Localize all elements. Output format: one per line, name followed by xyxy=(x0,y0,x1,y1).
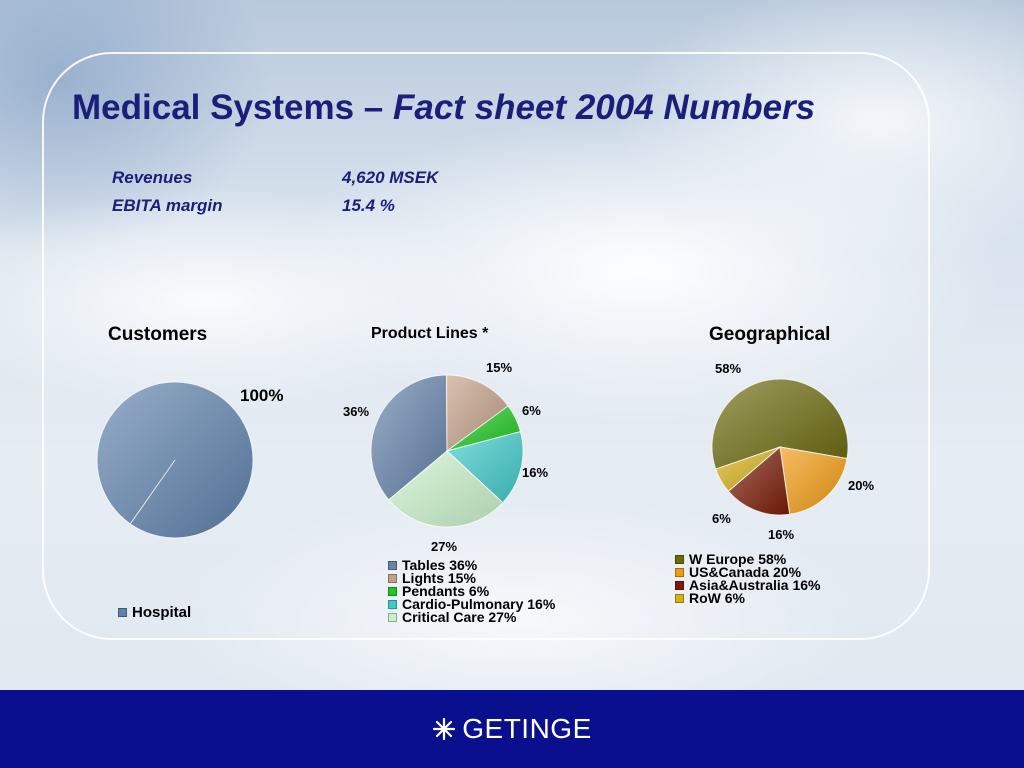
customers-pie-chart xyxy=(96,381,254,539)
pie-slice-us-canada xyxy=(779,446,848,515)
legend-label: US&Canada 20% xyxy=(689,564,802,580)
product-slice-label-critical-care: 27% xyxy=(431,539,458,554)
legend-swatch xyxy=(118,608,127,617)
legend-item-row: RoW 6% xyxy=(675,590,821,606)
legend-item-w-europe: W Europe 58% xyxy=(675,551,821,567)
geographical-pie-chart xyxy=(711,378,849,516)
legend-swatch xyxy=(388,561,397,570)
footer-bar: GETINGE xyxy=(0,690,1024,768)
legend-swatch xyxy=(388,613,397,622)
pie-slice-w-europe xyxy=(711,378,849,470)
snowflake-asterisk-icon xyxy=(433,717,456,741)
legend-label: Critical Care 27% xyxy=(402,609,517,625)
legend-label: Asia&Australia 16% xyxy=(689,577,821,593)
legend-label: Lights 15% xyxy=(402,570,476,586)
legend-item-lights: Lights 15% xyxy=(388,570,555,586)
geo-slice-label-w-europe: 58% xyxy=(715,361,742,376)
page-title-italic: Fact sheet 2004 Numbers xyxy=(393,88,816,127)
pie-slice-asia-australia xyxy=(727,446,791,516)
product-lines-chart-title: Product Lines * xyxy=(371,325,489,342)
content-frame xyxy=(42,52,930,640)
getinge-logo: GETINGE xyxy=(432,713,592,745)
pie-slice-tables xyxy=(370,374,448,501)
legend-swatch xyxy=(675,568,684,577)
legend-item-us-canada: US&Canada 20% xyxy=(675,564,821,580)
legend-swatch xyxy=(388,600,397,609)
legend-item-critical-care: Critical Care 27% xyxy=(388,609,555,625)
customers-legend: Hospital xyxy=(118,604,192,621)
legend-swatch xyxy=(388,574,397,583)
fact-label: EBITA margin xyxy=(112,196,223,215)
geo-slice-label-row: 6% xyxy=(712,511,731,526)
legend-item-hospital: Hospital xyxy=(118,604,192,621)
legend-swatch xyxy=(675,555,684,564)
legend-label: W Europe 58% xyxy=(689,551,787,567)
product-slice-label-pendants: 6% xyxy=(522,403,541,418)
fact-value: 15.4 % xyxy=(342,196,395,215)
pie-slice-cardio-pulmonary xyxy=(445,430,524,504)
geo-slice-label-asia-australia: 16% xyxy=(768,527,795,542)
product-lines-pie-chart xyxy=(370,374,524,528)
legend-item-cardio-pulmonary: Cardio-Pulmonary 16% xyxy=(388,596,556,612)
pie-radius-line xyxy=(129,459,176,525)
pie-slice-row xyxy=(715,446,781,492)
product-lines-legend: Tables 36% Lights 15% Pendants 6% Cardio… xyxy=(388,557,556,625)
legend-label: RoW 6% xyxy=(689,590,745,606)
legend-label: Cardio-Pulmonary 16% xyxy=(402,596,556,612)
legend-label: Tables 36% xyxy=(402,557,478,573)
product-slice-label-tables: 36% xyxy=(343,404,370,419)
product-slice-label-lights: 15% xyxy=(486,360,513,375)
legend-item-pendants: Pendants 6% xyxy=(388,583,555,599)
customers-slice-label: 100% xyxy=(240,386,284,405)
legend-label: Hospital xyxy=(132,604,192,621)
pie-slice-critical-care xyxy=(388,450,504,528)
page-title: Medical Systems – Fact sheet 2004 Number… xyxy=(72,88,816,127)
product-slice-label-cardio: 16% xyxy=(522,465,549,480)
geo-slice-label-us-canada: 20% xyxy=(848,478,875,493)
customers-chart-title: Customers xyxy=(108,324,208,345)
pie-slice-lights xyxy=(445,374,509,452)
brand-name: GETINGE xyxy=(462,713,592,744)
legend-swatch xyxy=(675,594,684,603)
fact-label: Revenues xyxy=(112,168,193,187)
geographical-chart-title: Geographical xyxy=(709,324,831,345)
legend-label: Pendants 6% xyxy=(402,583,490,599)
legend-swatch xyxy=(675,581,684,590)
legend-item-tables: Tables 36% xyxy=(388,557,555,573)
fact-value: 4,620 MSEK xyxy=(342,168,439,187)
legend-swatch xyxy=(388,587,397,596)
geographical-legend: W Europe 58% US&Canada 20% Asia&Australi… xyxy=(675,551,821,606)
legend-item-asia-australia: Asia&Australia 16% xyxy=(675,577,821,593)
